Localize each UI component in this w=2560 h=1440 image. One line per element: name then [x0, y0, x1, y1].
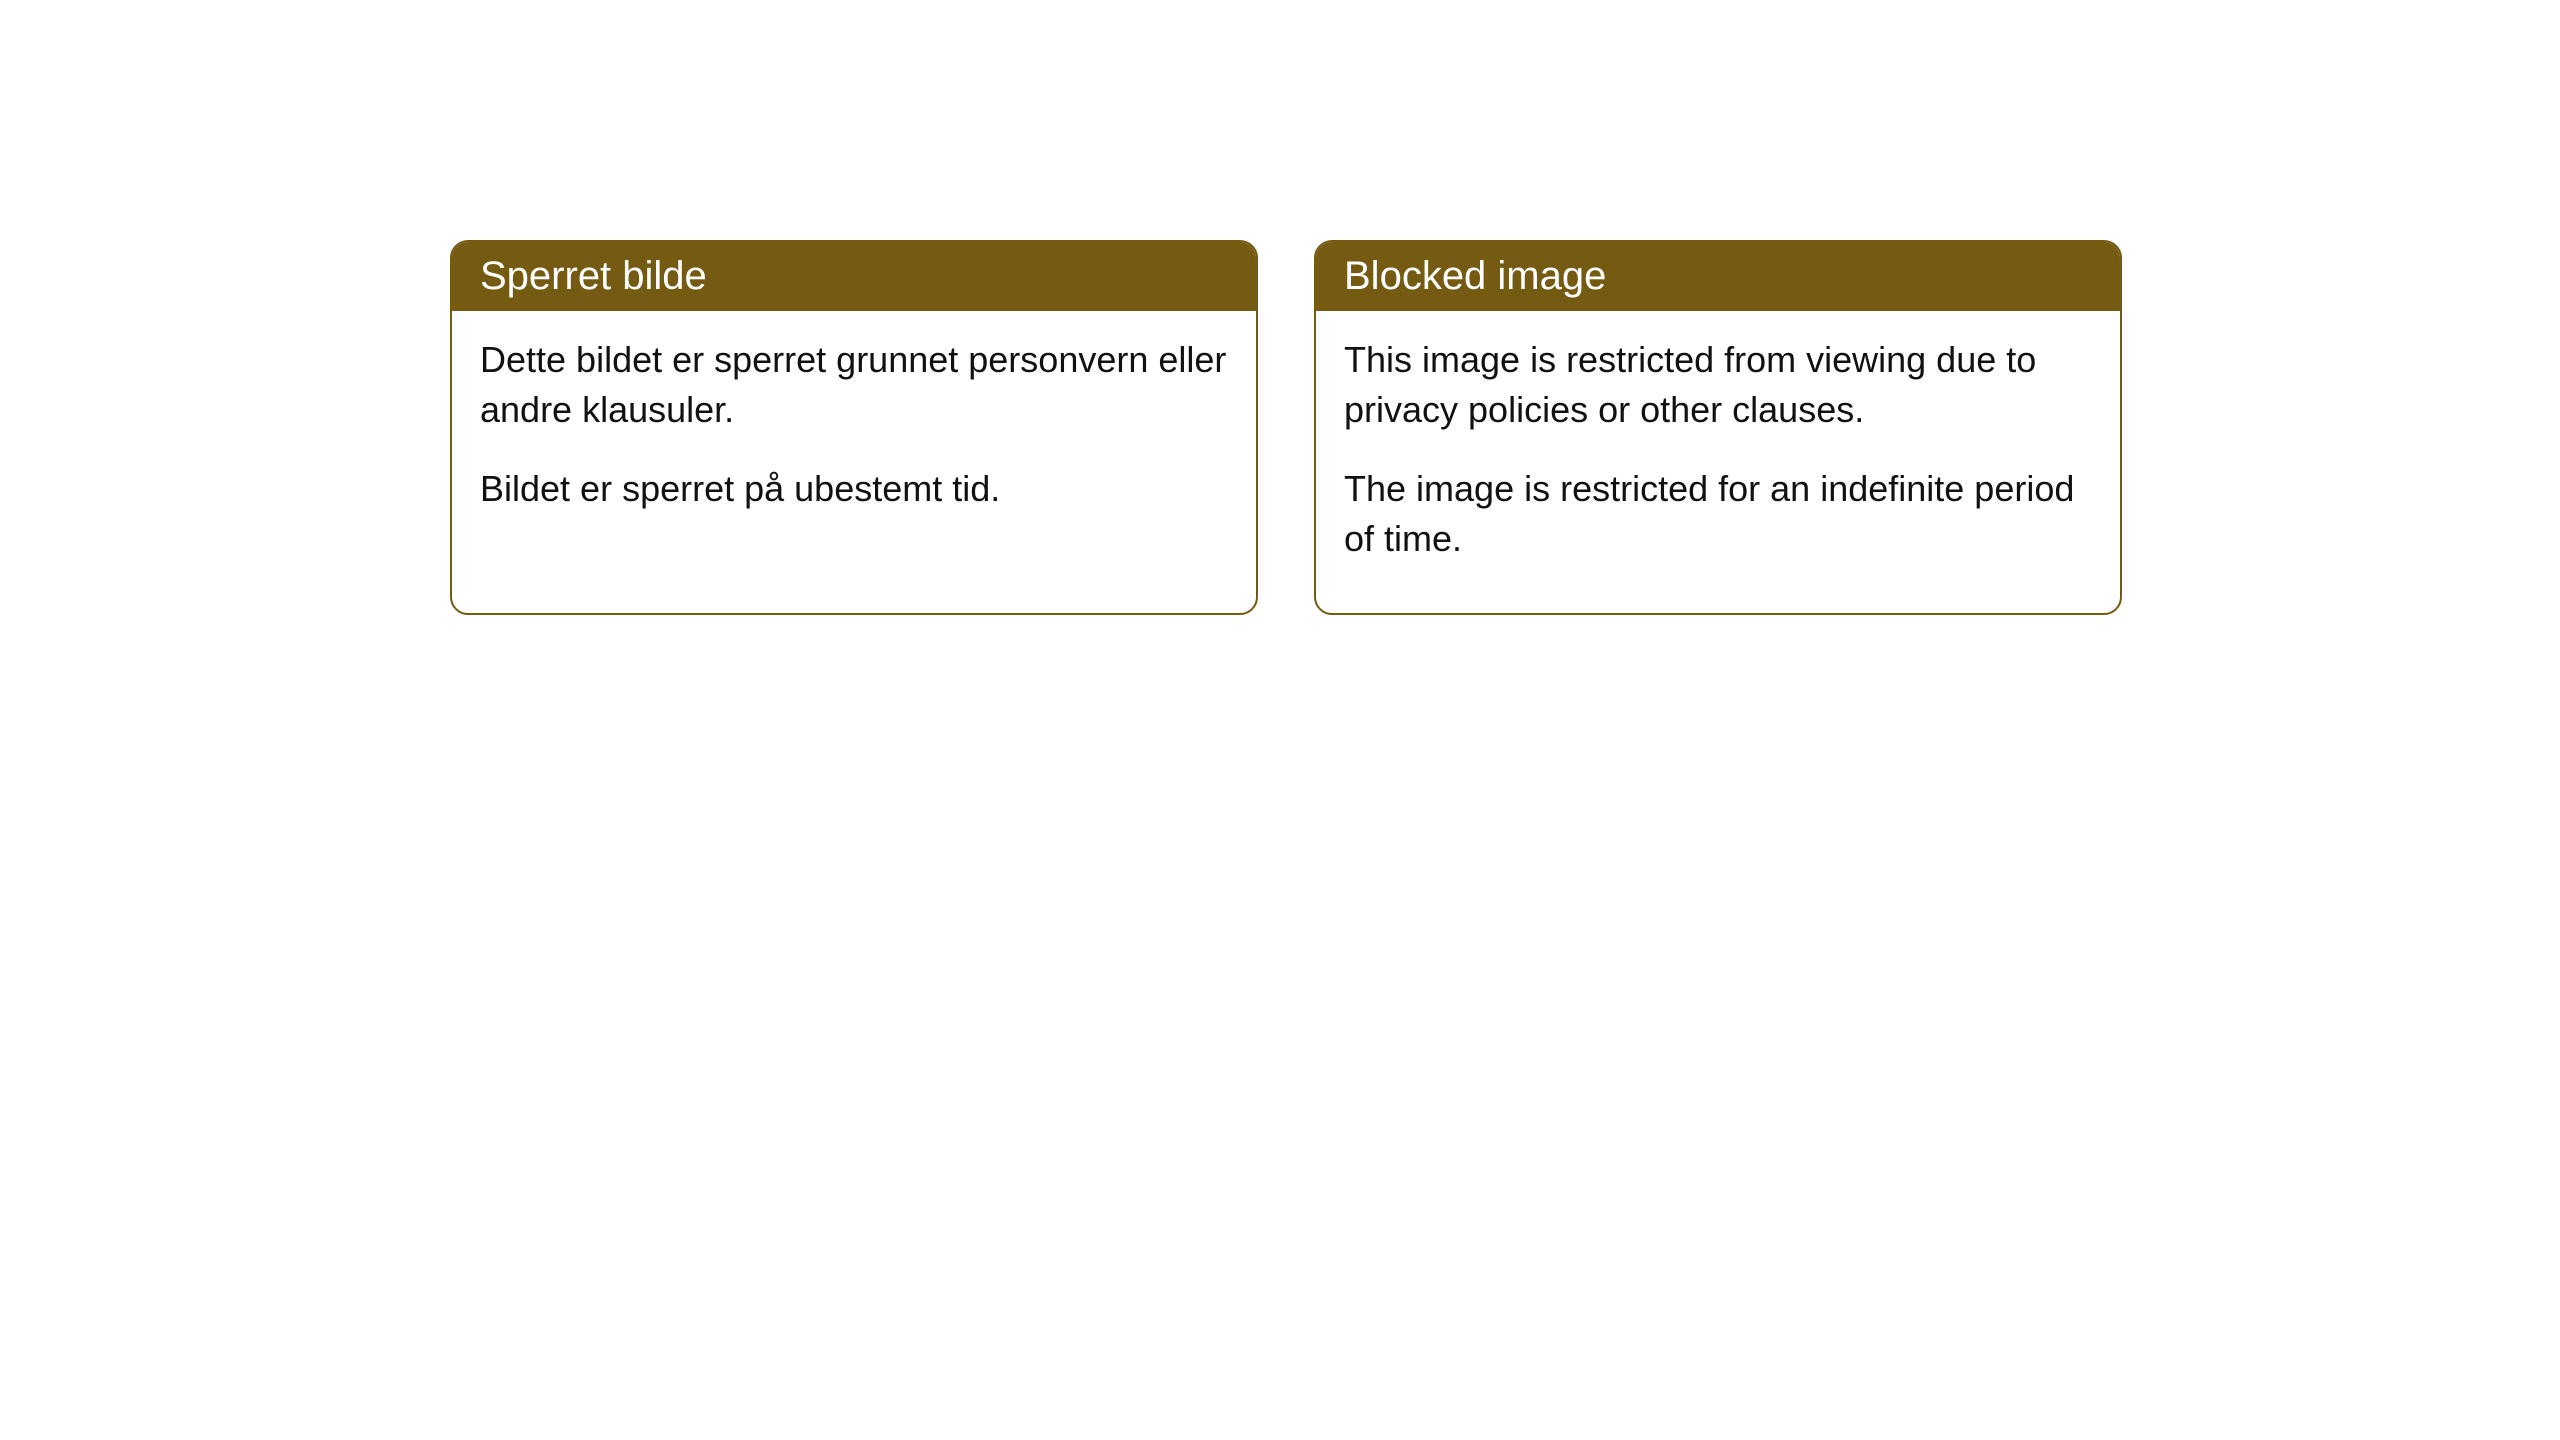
card-text-en-1: This image is restricted from viewing du…: [1344, 335, 2092, 436]
blocked-image-card-no: Sperret bilde Dette bildet er sperret gr…: [450, 240, 1258, 615]
blocked-image-card-en: Blocked image This image is restricted f…: [1314, 240, 2122, 615]
card-body-en: This image is restricted from viewing du…: [1316, 311, 2120, 613]
card-title-en: Blocked image: [1316, 242, 2120, 311]
card-text-en-2: The image is restricted for an indefinit…: [1344, 464, 2092, 565]
card-text-no-2: Bildet er sperret på ubestemt tid.: [480, 464, 1228, 514]
card-title-no: Sperret bilde: [452, 242, 1256, 311]
card-body-no: Dette bildet er sperret grunnet personve…: [452, 311, 1256, 562]
notice-cards-container: Sperret bilde Dette bildet er sperret gr…: [450, 240, 2122, 615]
card-text-no-1: Dette bildet er sperret grunnet personve…: [480, 335, 1228, 436]
